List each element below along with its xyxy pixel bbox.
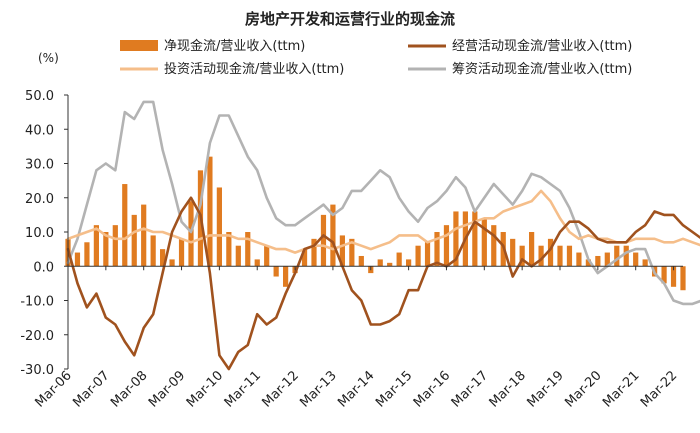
bar-net-cash-flow [670,266,677,287]
line-series-1 [66,196,700,371]
bar-net-cash-flow [415,245,421,267]
bar-net-cash-flow [235,245,241,267]
bar-net-cash-flow [74,252,81,267]
bar-net-cash-flow [434,232,440,267]
bar-net-cash-flow [604,252,610,267]
bar-net-cash-flow [311,238,317,267]
x-tick-label: Mar-19 [524,368,566,410]
bar-net-cash-flow [377,259,383,267]
bar-net-cash-flow [122,184,128,267]
bar-net-cash-flow [424,242,431,267]
y-tick-label: -10.0 [20,295,54,310]
bar-net-cash-flow [245,232,251,267]
y-tick-label: 50.0 [25,89,54,104]
bar-net-cash-flow [614,245,620,267]
x-tick-label: Mar-13 [297,368,339,410]
bar-net-cash-flow [623,245,629,267]
bar-net-cash-flow [84,242,90,267]
x-tick-label: Mar-14 [335,368,377,410]
legend-swatch-bar [120,40,158,51]
bar-net-cash-flow [661,266,667,284]
bar-net-cash-flow [406,259,412,267]
line-series-2 [66,189,700,254]
bar-net-cash-flow [188,201,194,267]
bar-net-cash-flow [93,225,99,267]
bar-net-cash-flow [320,214,327,267]
bar-net-cash-flow [349,238,355,267]
bar-net-cash-flow [595,255,601,267]
x-tick-label: Mar-17 [449,368,491,410]
bar-net-cash-flow [103,232,109,267]
bar-net-cash-flow [396,252,402,267]
y-tick-label: 30.0 [25,158,54,173]
x-tick-label: Mar-11 [222,368,264,410]
bar-net-cash-flow [301,249,308,267]
x-tick-label: Mar-07 [70,368,112,410]
legend: 净现金流/营业收入(ttm) 经营活动现金流/营业收入(ttm) 投资活动现金流/营… [120,38,632,77]
y-tick-label: -20.0 [20,329,54,344]
bar-net-cash-flow [642,259,648,267]
x-tick-label: Mar-18 [487,368,529,410]
y-tick-label: 20.0 [25,192,54,207]
bar-net-cash-flow [453,211,459,267]
bar-net-cash-flow [264,245,270,267]
bar-net-cash-flow [472,211,478,267]
bar-net-cash-flow [633,252,639,267]
x-tick-label: Mar-16 [411,368,453,410]
legend-label: 经营活动现金流/营业收入(ttm) [452,38,632,54]
bar-net-cash-flow [443,225,450,267]
bar-net-cash-flow [491,225,497,267]
y-axis-unit-label: (%) [38,51,59,65]
chart-title: 房地产开发和运营行业的现金流 [245,10,455,28]
bar-net-cash-flow [510,238,516,267]
bar-net-cash-flow [566,245,573,267]
bar-net-cash-flow [150,235,156,267]
y-tick-label: -30.0 [20,363,54,378]
bar-net-cash-flow [519,245,525,267]
bar-net-cash-flow [226,232,232,267]
legend-label: 净现金流/营业收入(ttm) [164,38,305,54]
bar-net-cash-flow [112,225,118,267]
bar-net-cash-flow [273,266,279,277]
y-tick-label: 0.0 [33,260,54,275]
bar-net-cash-flow [481,218,487,267]
x-tick-label: Mar-22 [638,368,680,410]
bar-net-cash-flow [547,238,554,267]
bar-net-cash-flow [585,259,591,267]
bar-net-cash-flow [207,156,213,267]
bar-net-cash-flow [254,259,260,267]
bar-net-cash-flow [529,232,535,267]
bar-net-cash-flow [680,266,686,291]
line-series-3 [66,100,700,306]
x-tick-label: Mar-15 [373,368,415,410]
bar-net-cash-flow [131,214,137,267]
bar-net-cash-flow [141,204,147,267]
bar-net-cash-flow [557,245,563,267]
bar-net-cash-flow [178,238,185,267]
bar-net-cash-flow [358,255,364,267]
legend-label: 筹资活动现金流/营业收入(ttm) [452,61,632,77]
bar-net-cash-flow [576,252,582,267]
bar-net-cash-flow [283,266,289,287]
bar-net-cash-flow [538,245,544,267]
bar-net-cash-flow [160,249,166,267]
bar-net-cash-flow [339,235,345,267]
bar-net-cash-flow [330,204,336,267]
bar-net-cash-flow [387,262,393,267]
legend-label: 投资活动现金流/营业收入(ttm) [164,61,344,77]
y-tick-label: 40.0 [25,123,54,138]
x-tick-label: Mar-21 [600,368,642,410]
x-tick-label: Mar-20 [562,368,604,410]
x-tick-label: Mar-09 [146,368,188,410]
bar-net-cash-flow [169,259,175,267]
y-tick-label: 10.0 [25,226,54,241]
x-tick-label: Mar-12 [260,368,302,410]
line-series [66,100,700,371]
x-tick-label: Mar-10 [184,368,226,410]
bar-net-cash-flow [216,187,222,267]
x-tick-label: Mar-08 [108,368,150,410]
